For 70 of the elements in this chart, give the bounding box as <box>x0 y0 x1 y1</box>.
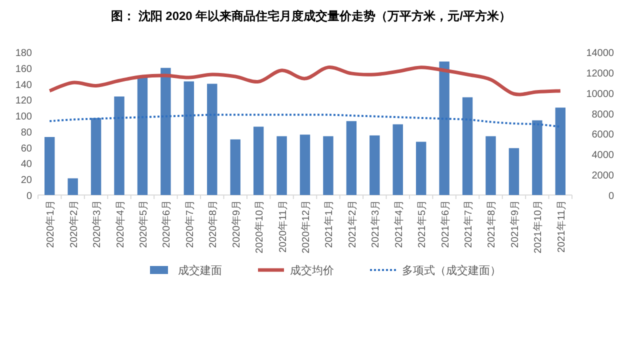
x-tick-label: 2021年11月 <box>555 200 568 253</box>
y-tick-label: 20 <box>20 175 32 186</box>
legend-label: 多项式（成交建面） <box>402 264 501 277</box>
y2-tick-label: 2000 <box>592 170 614 182</box>
x-tick-label: 2020年5月 <box>137 200 150 248</box>
y-tick-label: 160 <box>15 64 32 75</box>
bar <box>462 97 473 195</box>
x-tick-label: 2020年1月 <box>44 200 57 248</box>
y-tick-label: 0 <box>26 191 32 202</box>
bar <box>416 142 426 195</box>
legend-label: 成交建面 <box>178 264 222 277</box>
x-tick-label: 2021年2月 <box>346 200 358 248</box>
y2-tick-label: 6000 <box>592 130 614 141</box>
bar <box>555 108 566 195</box>
bar <box>323 136 334 195</box>
y2-tick-label: 0 <box>608 191 614 202</box>
line-series <box>48 66 562 96</box>
bar <box>370 135 380 195</box>
bar <box>184 81 194 195</box>
bar <box>486 136 496 195</box>
x-tick-label: 2020年10月 <box>254 200 266 254</box>
x-tick-label: 2021年7月 <box>462 200 475 248</box>
bar <box>508 148 520 195</box>
bar <box>300 134 310 195</box>
x-tick-label: 2021年10月 <box>532 200 544 254</box>
x-tick-label: 2020年11月 <box>276 200 289 253</box>
bar <box>114 96 124 195</box>
x-tick-label: 2021年6月 <box>439 200 452 248</box>
bar <box>346 121 357 195</box>
x-tick-label: 2020年2月 <box>68 200 80 248</box>
x-tick-label: 2021年3月 <box>370 200 382 248</box>
x-tick-label: 2021年4月 <box>392 200 405 248</box>
x-tick-label: 2021年5月 <box>416 200 428 248</box>
x-tick-label: 2020年9月 <box>230 200 242 248</box>
y2-tick-label: 10000 <box>586 88 614 100</box>
y2-tick-label: 14000 <box>586 48 614 59</box>
x-tick-label: 2021年8月 <box>486 200 498 248</box>
bar <box>276 136 287 195</box>
chart-title: 图： 沈阳 2020 年以来商品住宅月度成交量价走势（万平方米，元/平方米） <box>110 9 512 23</box>
y2-tick-label: 4000 <box>592 150 614 162</box>
x-tick-label: 2020年4月 <box>114 200 126 248</box>
bar <box>44 137 55 195</box>
bar <box>68 178 78 195</box>
y-tick-label: 60 <box>20 143 32 154</box>
y2-tick-label: 12000 <box>586 68 614 80</box>
bar <box>160 68 171 195</box>
bar <box>90 118 102 195</box>
legend-label: 成交均价 <box>290 264 334 277</box>
x-tick-label: 2020年6月 <box>160 200 173 248</box>
bar <box>392 124 403 195</box>
x-tick-label: 2020年3月 <box>91 200 104 248</box>
bar <box>230 139 240 195</box>
line-series <box>48 114 562 128</box>
bar <box>253 126 264 195</box>
y-tick-label: 40 <box>20 159 32 170</box>
bar <box>532 120 542 195</box>
y-tick-label: 140 <box>15 80 32 91</box>
y-tick-label: 80 <box>20 127 32 138</box>
bar <box>137 77 148 195</box>
y-tick-label: 120 <box>15 96 32 107</box>
x-tick-label: 2021年1月 <box>323 200 336 248</box>
y-tick-label: 180 <box>15 48 32 59</box>
bar <box>207 84 218 195</box>
x-tick-label: 2020年12月 <box>300 200 312 254</box>
x-tick-label: 2021年9月 <box>508 200 521 248</box>
x-tick-label: 2020年7月 <box>184 200 196 248</box>
bar <box>439 62 450 195</box>
y-tick-label: 100 <box>15 112 32 123</box>
x-tick-label: 2020年8月 <box>207 200 220 248</box>
y2-tick-label: 8000 <box>592 109 614 120</box>
